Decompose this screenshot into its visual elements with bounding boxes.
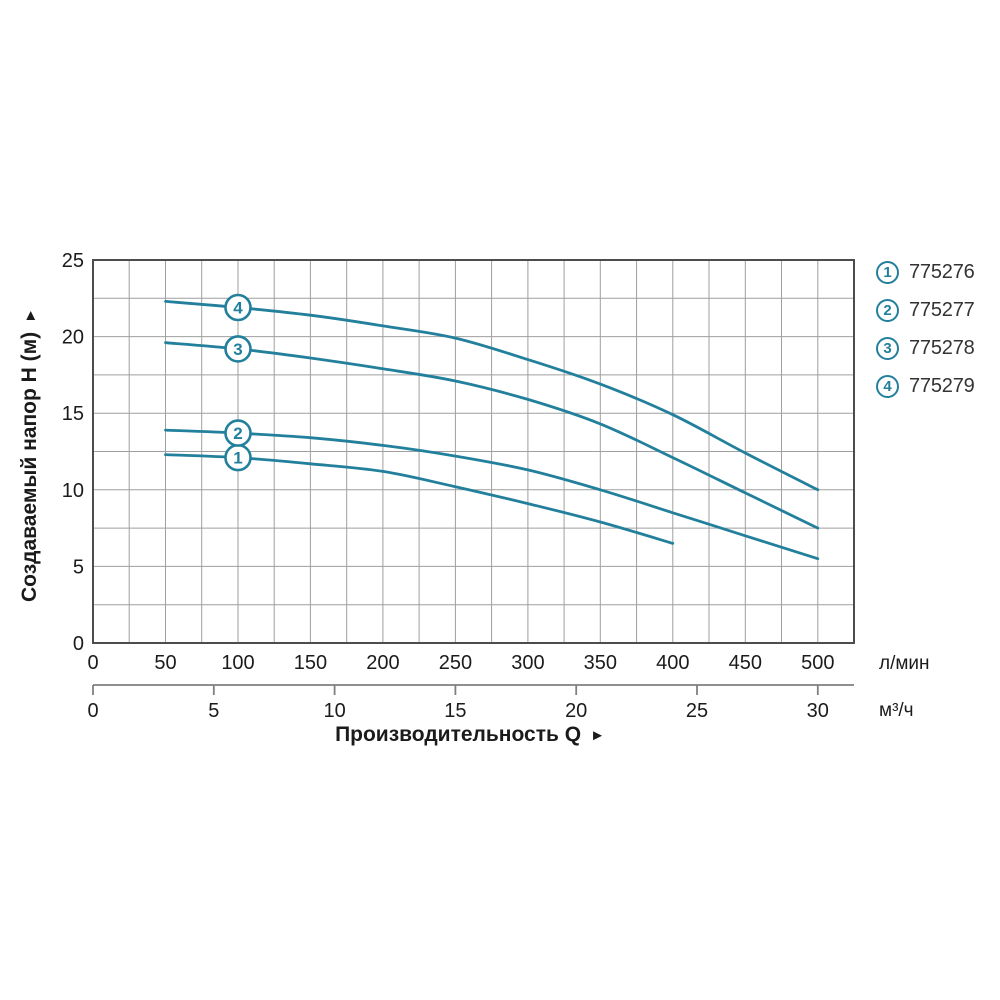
secondary-tick-label-0: 0 xyxy=(87,700,98,722)
secondary-tick-label-30: 30 xyxy=(807,700,829,722)
legend-item-775277: 2 775277 xyxy=(876,298,975,322)
curve-marker-circle-3 xyxy=(224,335,252,363)
x-tick-label-100: 100 xyxy=(221,652,254,674)
y-tick-label-0: 0 xyxy=(73,633,84,655)
x-tick-label-0: 0 xyxy=(87,652,98,674)
y-axis-title-text: Создаваемый напор H (м) xyxy=(18,332,41,602)
legend-marker-circle-1: 1 xyxy=(876,260,899,284)
y-tick-label-10: 10 xyxy=(62,480,84,502)
legend-marker-circle-2: 2 xyxy=(876,298,899,322)
legend-model-number: 775277 xyxy=(909,298,975,321)
legend-marker-circle-3: 3 xyxy=(876,336,899,360)
curve-number-markers: 1 2 3 4 xyxy=(224,293,252,472)
x-tick-label-500: 500 xyxy=(801,652,834,674)
legend: 1 775276 2 775277 3 775278 4 775279 xyxy=(876,260,975,398)
curve-marker-number-1: 1 xyxy=(233,449,242,468)
legend-marker-circle-4: 4 xyxy=(876,374,899,398)
y-tick-label-15: 15 xyxy=(62,403,84,425)
legend-model-number: 775276 xyxy=(909,260,975,283)
legend-item-775278: 3 775278 xyxy=(876,336,975,360)
x-tick-label-250: 250 xyxy=(439,652,472,674)
y-axis-arrow-icon: ► xyxy=(22,308,39,323)
x-tick-label-350: 350 xyxy=(584,652,617,674)
x-tick-label-450: 450 xyxy=(729,652,762,674)
secondary-tick-label-15: 15 xyxy=(444,700,466,722)
gridlines xyxy=(93,260,854,643)
curve-3-775278 xyxy=(164,341,820,530)
y-tick-label-5: 5 xyxy=(73,556,84,578)
x-tick-label-150: 150 xyxy=(294,652,327,674)
x-tick-label-300: 300 xyxy=(511,652,544,674)
primary-unit-label: л/мин xyxy=(879,653,930,674)
y-axis-title: Создаваемый напор H (м) ► xyxy=(18,308,41,602)
curve-marker-circle-2 xyxy=(224,419,252,447)
x-tick-label-200: 200 xyxy=(366,652,399,674)
y-tick-label-20: 20 xyxy=(62,327,84,349)
secondary-tick-label-5: 5 xyxy=(208,700,219,722)
curve-marker-number-4: 4 xyxy=(233,299,243,318)
x-axis-title: Производительность Q ► xyxy=(335,723,605,746)
x-axis-arrow-icon: ► xyxy=(590,727,605,744)
y-tick-label-25: 25 xyxy=(62,250,84,272)
secondary-tick-label-25: 25 xyxy=(686,700,708,722)
curve-marker-circle-4 xyxy=(224,293,252,322)
curve-marker-number-2: 2 xyxy=(233,424,242,443)
curve-4-775279 xyxy=(164,300,820,492)
x-axis-title-text: Производительность Q xyxy=(335,723,581,746)
plot-border xyxy=(92,259,855,644)
x-tick-label-400: 400 xyxy=(656,652,689,674)
legend-item-775276: 1 775276 xyxy=(876,260,975,284)
x-tick-label-50: 50 xyxy=(154,652,176,674)
legend-model-number: 775279 xyxy=(909,374,975,397)
legend-item-775279: 4 775279 xyxy=(876,374,975,398)
curve-2-775277 xyxy=(164,428,820,561)
secondary-x-axis: 0 5 10 15 20 25 30 xyxy=(87,684,854,722)
plot-border-rect xyxy=(92,259,855,644)
legend-model-number: 775278 xyxy=(909,336,975,359)
secondary-unit-label: м³/ч xyxy=(879,700,914,721)
secondary-tick-label-10: 10 xyxy=(323,700,345,722)
secondary-tick-label-20: 20 xyxy=(565,700,587,722)
curve-marker-number-3: 3 xyxy=(233,340,242,359)
